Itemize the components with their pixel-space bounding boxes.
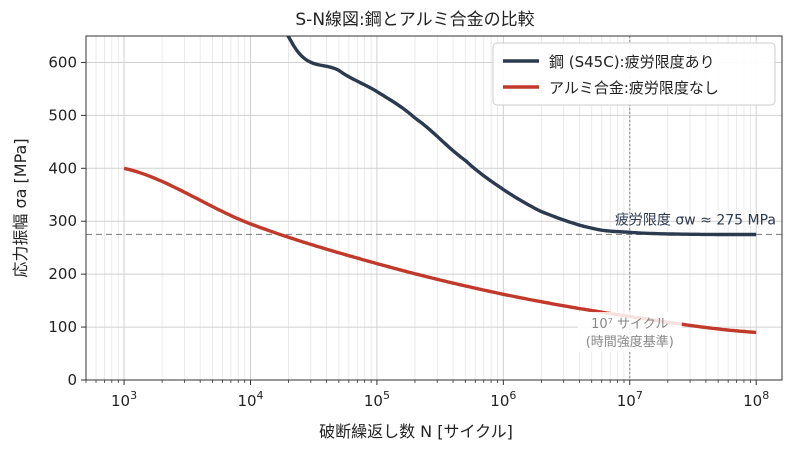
x-tick-label: 105	[364, 389, 390, 410]
chart-title: S-N線図:鋼とアルミ合金の比較	[295, 10, 534, 30]
plot-frame	[85, 35, 783, 381]
axes: 103 104 105 106 107 108 0 100 200 300 400 500 600	[48, 35, 783, 410]
fatigue-limit-label: 疲労限度 σw ≈ 275 MPa	[615, 211, 776, 228]
y-axis-label: 応力振幅 σa [MPa]	[11, 138, 30, 277]
y-tick-label: 600	[48, 53, 77, 71]
y-tick-label: 0	[67, 371, 77, 389]
x-tick-label: 107	[617, 389, 643, 410]
legend-label-1: 鋼 (S45C):疲労限度あり	[549, 53, 715, 71]
legend-label-2: アルミ合金:疲労限度なし	[549, 79, 719, 97]
y-tick-label: 500	[48, 106, 77, 124]
x-tick-label: 104	[237, 389, 263, 410]
x-tick-label: 108	[743, 389, 769, 410]
reference-label-line1: 10⁷ サイクル	[591, 317, 668, 332]
y-tick-label: 100	[48, 318, 77, 336]
x-axis-label: 破断繰返し数 N [サイクル]	[319, 422, 513, 441]
x-tick-label: 103	[111, 389, 137, 410]
reference-label-line2: (時間強度基準)	[586, 334, 674, 350]
annotations: 疲労限度 σw ≈ 275 MPa 10⁷ サイクル (時間強度基準)	[577, 211, 776, 352]
reference-label-box	[577, 312, 682, 352]
series-line-2	[123, 166, 757, 335]
y-tick-label: 200	[48, 265, 77, 283]
y-tick-label: 400	[48, 159, 77, 177]
legend-box	[492, 42, 776, 106]
y-tick-label: 300	[48, 212, 77, 230]
series-line-1	[285, 36, 757, 237]
x-tick-label: 106	[490, 389, 516, 410]
